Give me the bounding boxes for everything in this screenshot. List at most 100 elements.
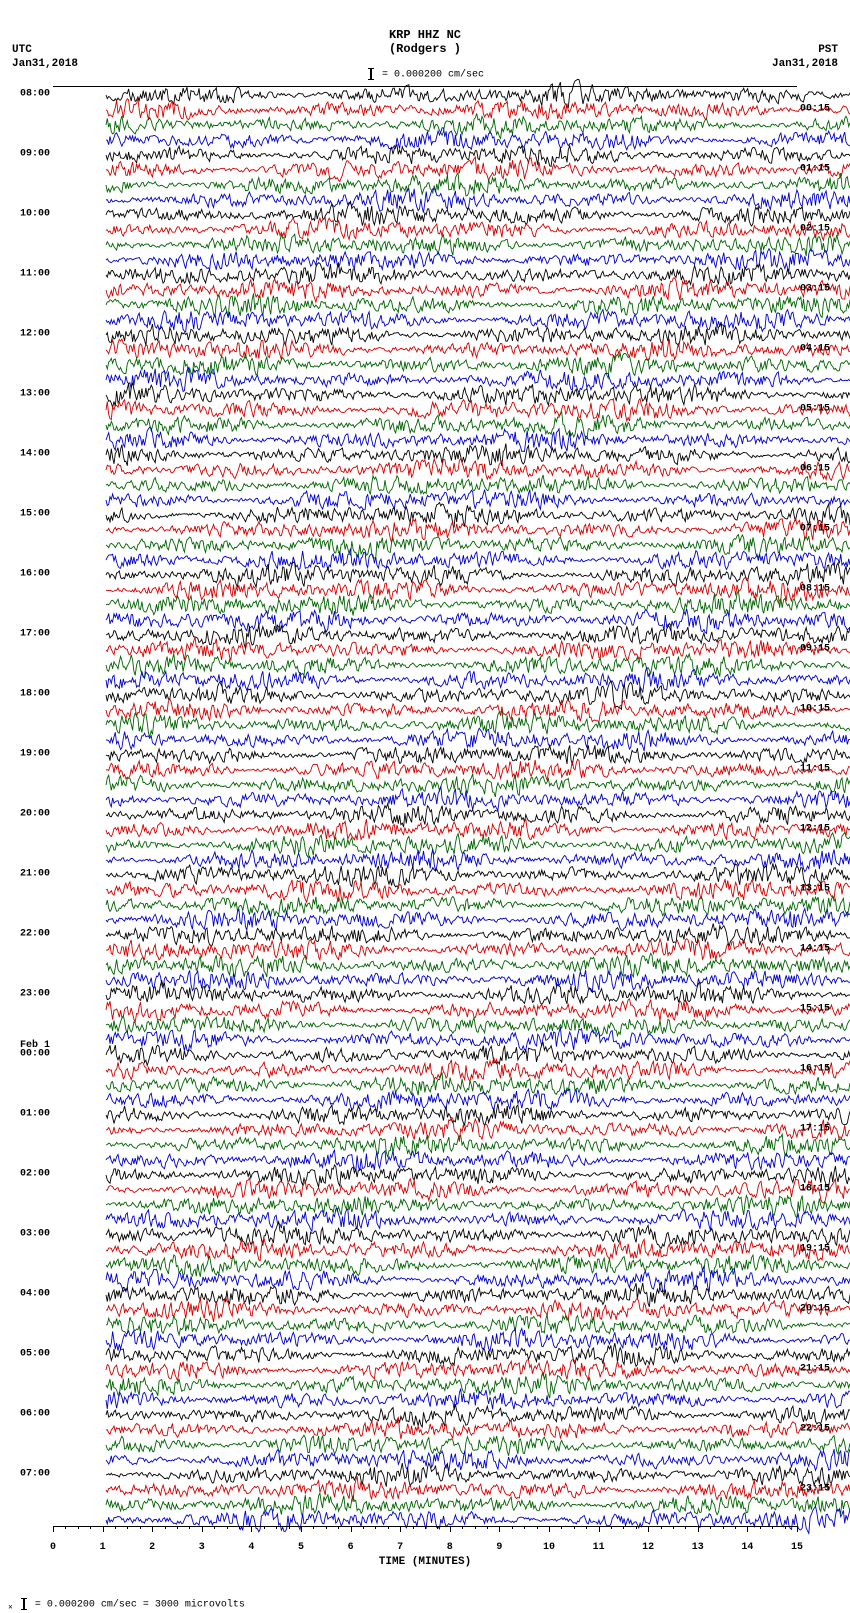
x-tick-minor (90, 1526, 91, 1529)
pst-hour-label: 05:15 (800, 403, 830, 414)
x-tick-minor (462, 1526, 463, 1529)
pst-hour-label: 20:15 (800, 1303, 830, 1314)
x-tick-minor (574, 1526, 575, 1529)
utc-hour-label: 04:00 (20, 1288, 50, 1299)
utc-hour-label: 19:00 (20, 748, 50, 759)
x-tick-major (797, 1526, 798, 1532)
x-tick-minor (487, 1526, 488, 1529)
utc-hour-label: 07:00 (20, 1468, 50, 1479)
x-tick-minor (239, 1526, 240, 1529)
x-tick-major (152, 1526, 153, 1532)
date-right-label: Jan31,2018 (772, 58, 838, 70)
utc-hour-label: 05:00 (20, 1348, 50, 1359)
x-tick-minor (375, 1526, 376, 1529)
x-tick-major (698, 1526, 699, 1532)
x-tick-label: 4 (248, 1542, 254, 1553)
utc-hour-label: 23:00 (20, 988, 50, 999)
x-tick-label: 11 (593, 1542, 605, 1553)
x-tick-minor (177, 1526, 178, 1529)
x-tick-major (549, 1526, 550, 1532)
pst-hour-label: 04:15 (800, 343, 830, 354)
pst-hour-label: 15:15 (800, 1003, 830, 1014)
x-tick-major (301, 1526, 302, 1532)
x-tick-minor (264, 1526, 265, 1529)
x-tick-minor (760, 1526, 761, 1529)
helicorder-container: KRP HHZ NC (Rodgers ) = 0.000200 cm/sec … (0, 0, 850, 1613)
pst-hour-label: 18:15 (800, 1183, 830, 1194)
x-tick-major (251, 1526, 252, 1532)
x-tick-minor (586, 1526, 587, 1529)
footer-scale-bar-icon (23, 1598, 25, 1610)
x-tick-major (747, 1526, 748, 1532)
pst-hour-label: 01:15 (800, 163, 830, 174)
x-tick-minor (165, 1526, 166, 1529)
x-tick-major (400, 1526, 401, 1532)
pst-hour-label: 12:15 (800, 823, 830, 834)
x-tick-minor (785, 1526, 786, 1529)
x-tick-minor (189, 1526, 190, 1529)
day-boundary-label: Feb 1 (20, 1040, 50, 1051)
helicorder-plot (53, 86, 797, 1527)
x-tick-major (648, 1526, 649, 1532)
utc-hour-label: 22:00 (20, 928, 50, 939)
utc-hour-label: 11:00 (20, 268, 50, 279)
x-tick-minor (413, 1526, 414, 1529)
x-tick-minor (326, 1526, 327, 1529)
x-tick-label: 9 (496, 1542, 502, 1553)
x-tick-minor (512, 1526, 513, 1529)
utc-hour-label: 16:00 (20, 568, 50, 579)
x-tick-minor (425, 1526, 426, 1529)
pst-hour-label: 17:15 (800, 1123, 830, 1134)
utc-hour-label: 10:00 (20, 208, 50, 219)
x-tick-major (599, 1526, 600, 1532)
x-tick-major (351, 1526, 352, 1532)
pst-hour-label: 22:15 (800, 1423, 830, 1434)
x-tick-major (450, 1526, 451, 1532)
x-axis-title: TIME (MINUTES) (53, 1556, 797, 1568)
pst-hour-label: 21:15 (800, 1363, 830, 1374)
x-tick-minor (65, 1526, 66, 1529)
x-tick-label: 1 (100, 1542, 106, 1553)
x-tick-minor (338, 1526, 339, 1529)
station-location: (Rodgers ) (0, 42, 850, 56)
pst-hour-label: 02:15 (800, 223, 830, 234)
x-tick-label: 5 (298, 1542, 304, 1553)
x-tick-label: 12 (642, 1542, 654, 1553)
x-tick-minor (685, 1526, 686, 1529)
pst-hour-label: 11:15 (800, 763, 830, 774)
utc-hour-label: 06:00 (20, 1408, 50, 1419)
x-tick-label: 15 (791, 1542, 803, 1553)
x-axis: TIME (MINUTES) 0123456789101112131415 (53, 1526, 797, 1566)
x-tick-label: 14 (741, 1542, 753, 1553)
pst-hour-label: 08:15 (800, 583, 830, 594)
x-tick-major (202, 1526, 203, 1532)
x-tick-label: 0 (50, 1542, 56, 1553)
x-tick-minor (636, 1526, 637, 1529)
pst-hour-label: 23:15 (800, 1483, 830, 1494)
x-tick-minor (214, 1526, 215, 1529)
pst-hour-label: 06:15 (800, 463, 830, 474)
x-tick-major (499, 1526, 500, 1532)
x-tick-minor (537, 1526, 538, 1529)
utc-hour-label: 12:00 (20, 328, 50, 339)
pst-hour-label: 03:15 (800, 283, 830, 294)
footer-scale: × = 0.000200 cm/sec = 3000 microvolts (8, 1598, 245, 1613)
x-tick-label: 6 (348, 1542, 354, 1553)
pst-hour-label: 13:15 (800, 883, 830, 894)
pst-hour-label: 16:15 (800, 1063, 830, 1074)
footer-scale-text: = 0.000200 cm/sec = 3000 microvolts (35, 1600, 245, 1611)
x-tick-minor (140, 1526, 141, 1529)
utc-hour-label: 17:00 (20, 628, 50, 639)
pst-hour-label: 10:15 (800, 703, 830, 714)
tz-right-label: PST (818, 44, 838, 56)
x-tick-label: 2 (149, 1542, 155, 1553)
x-tick-minor (313, 1526, 314, 1529)
utc-hour-label: 01:00 (20, 1108, 50, 1119)
x-tick-label: 13 (692, 1542, 704, 1553)
x-tick-label: 3 (199, 1542, 205, 1553)
scale-bar-icon (370, 68, 372, 80)
station-title: KRP HHZ NC (0, 28, 850, 42)
utc-hour-label: 20:00 (20, 808, 50, 819)
utc-hour-label: 21:00 (20, 868, 50, 879)
x-tick-minor (127, 1526, 128, 1529)
